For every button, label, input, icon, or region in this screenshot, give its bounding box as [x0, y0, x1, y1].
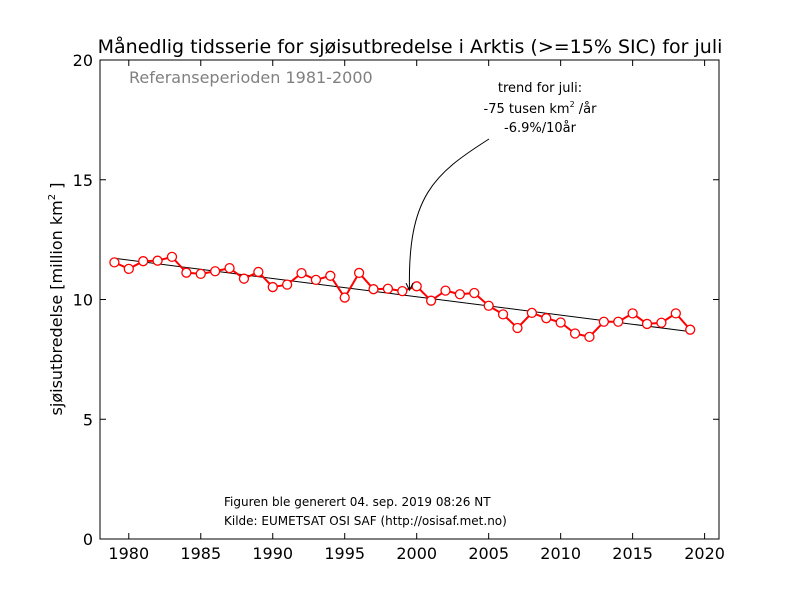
y-axis-label: sjøisutbredelse [million km2 ]: [47, 183, 66, 416]
annotation-line-3: -6.9%/10år: [504, 121, 577, 136]
x-axis-ticks: 1980 1985 1990 1995 2000 2005 2010 2015 2020: [108, 60, 725, 563]
data-point: [181, 267, 192, 278]
data-point: [685, 324, 696, 335]
data-point: [368, 284, 379, 295]
data-point: [397, 285, 408, 297]
chart-title: Månedlig tidsserie for sjøisutbredelse i…: [98, 35, 723, 58]
y-tick-label: 0: [83, 530, 93, 549]
data-point: [296, 268, 307, 279]
data-point: [670, 308, 681, 319]
data-point: [123, 263, 134, 274]
annotation-line-2: -75 tusen km2 /år: [484, 100, 598, 117]
data-point: [555, 317, 566, 328]
data-point: [569, 328, 581, 339]
data-point: [253, 266, 264, 278]
data-point: [454, 289, 466, 300]
data-point: [210, 266, 221, 277]
data-point: [166, 251, 178, 263]
x-tick-label: 1995: [324, 544, 365, 563]
data-point: [541, 313, 552, 324]
reference-period-label: Referanseperioden 1981-2000: [129, 68, 373, 87]
data-point: [353, 267, 365, 279]
x-tick-label: 1985: [180, 544, 221, 563]
data-point: [382, 283, 394, 294]
x-tick-label: 1990: [252, 544, 293, 563]
data-point: [656, 317, 667, 328]
plot-area: [100, 60, 719, 539]
data-point: [440, 285, 451, 296]
source-text: Kilde: EUMETSAT OSI SAF (http://osisaf.m…: [224, 514, 507, 528]
trend-annotation: trend for juli: -75 tusen km2 /år -6.9%/…: [405, 81, 598, 292]
data-point: [238, 273, 250, 284]
data-point: [483, 300, 494, 311]
data-point: [584, 331, 595, 343]
annotation-arrow: [408, 138, 490, 291]
x-tick-label: 2005: [468, 544, 509, 563]
data-point: [325, 270, 336, 281]
y-tick-label: 15: [73, 171, 93, 190]
y-tick-label: 20: [73, 51, 93, 70]
x-tick-label: 2020: [684, 544, 725, 563]
data-point: [310, 274, 322, 286]
data-point: [613, 316, 624, 327]
plot-frame: [99, 59, 720, 540]
data-point: [109, 257, 120, 268]
series-group: [109, 251, 696, 343]
data-point: [469, 287, 480, 299]
data-point: [526, 307, 538, 319]
data-point: [411, 281, 422, 292]
y-tick-label: 10: [73, 291, 93, 310]
data-point: [641, 318, 653, 330]
data-point: [224, 262, 235, 274]
data-point: [598, 316, 609, 327]
annotation-arrowhead: [405, 282, 414, 292]
data-point: [267, 281, 278, 293]
data-point: [497, 309, 509, 320]
annotation-line-1: trend for juli:: [498, 81, 582, 96]
data-point: [138, 256, 149, 267]
x-tick-label: 2015: [612, 544, 653, 563]
data-point: [195, 268, 206, 280]
x-tick-label: 2010: [540, 544, 581, 563]
data-point: [627, 308, 638, 319]
data-point: [339, 292, 350, 303]
x-tick-label: 1980: [108, 544, 149, 563]
data-point: [281, 279, 293, 290]
generated-date-text: Figuren ble generert 04. sep. 2019 08:26…: [224, 495, 491, 509]
data-point: [425, 295, 437, 306]
y-tick-label: 5: [83, 410, 93, 429]
data-point: [512, 322, 523, 334]
x-tick-label: 2000: [396, 544, 437, 563]
data-point: [152, 255, 163, 266]
